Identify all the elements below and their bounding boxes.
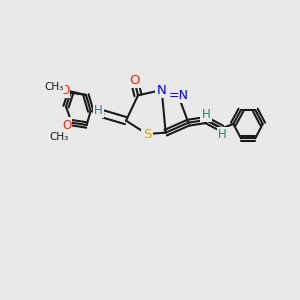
Text: H: H [202, 107, 210, 121]
Text: CH₃: CH₃ [45, 82, 64, 92]
Text: S: S [143, 128, 151, 140]
Text: N: N [157, 83, 166, 97]
Text: =N: =N [168, 89, 188, 102]
Text: H: H [218, 128, 227, 142]
Text: CH₃: CH₃ [50, 132, 69, 142]
Text: O: O [62, 118, 71, 131]
Text: H: H [94, 103, 103, 116]
Text: O: O [60, 83, 69, 97]
Text: O: O [129, 74, 140, 87]
